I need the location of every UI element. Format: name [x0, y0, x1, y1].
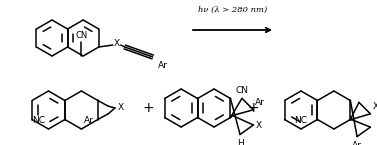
Text: +: + — [142, 101, 154, 115]
Text: X: X — [372, 102, 377, 111]
Text: CN: CN — [75, 31, 87, 40]
Text: CN: CN — [236, 86, 248, 95]
Text: Ar: Ar — [158, 61, 168, 70]
Text: NC: NC — [32, 116, 46, 125]
Text: Ar: Ar — [255, 98, 265, 107]
Text: Ar: Ar — [352, 141, 362, 145]
Text: Ar: Ar — [84, 116, 94, 125]
Text: H: H — [237, 138, 244, 145]
Text: +: + — [247, 101, 259, 115]
Text: X: X — [118, 104, 124, 113]
Text: hν (λ > 280 nm): hν (λ > 280 nm) — [198, 6, 267, 14]
Text: X: X — [114, 39, 120, 48]
Text: NC: NC — [294, 116, 308, 125]
Text: X: X — [255, 120, 262, 129]
